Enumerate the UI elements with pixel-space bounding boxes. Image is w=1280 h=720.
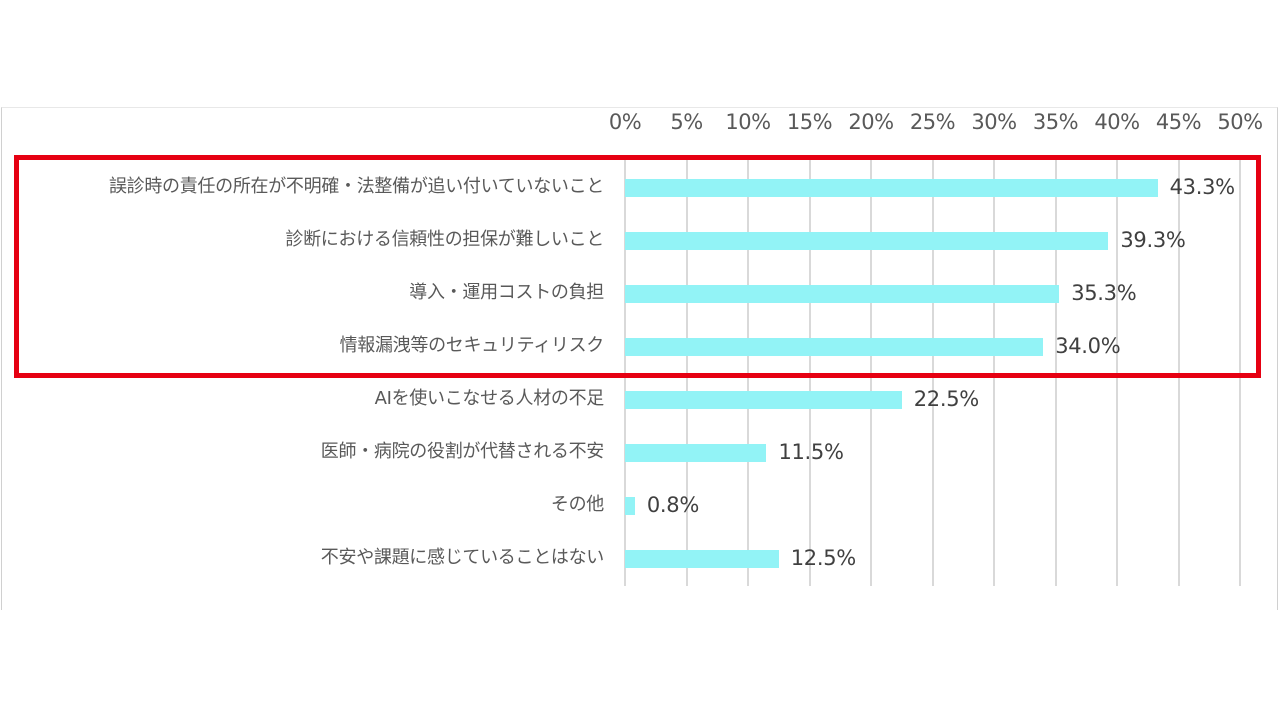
gridline (808, 158, 811, 586)
category-label: 不安や課題に感じていることはない (320, 547, 605, 568)
gridline (1177, 158, 1180, 586)
gridline (685, 158, 688, 586)
x-axis-tick: 45% (1155, 110, 1202, 134)
bar (625, 179, 1158, 197)
gridline (870, 158, 872, 586)
bar-value-label: 39.3% (1120, 228, 1186, 252)
bar-value-label: 12.5% (790, 546, 857, 570)
bar-value-label: 22.5% (913, 387, 980, 411)
category-label: AIを使いこなせる人材の不足 (374, 388, 605, 409)
bar-value-label: 35.3% (1071, 281, 1137, 305)
category-label: 医師・病院の役割が代替される不安 (320, 441, 605, 462)
category-label: 誤診時の責任の所在が不明確・法整備が追い付いていないこと (108, 176, 604, 197)
gridline (1054, 158, 1057, 586)
bar (625, 497, 635, 515)
bar (625, 232, 1109, 250)
gridline (747, 158, 749, 586)
highlight-box (14, 155, 1261, 378)
x-axis-tick: 20% (848, 110, 894, 134)
bar-value-label: 43.3% (1169, 175, 1236, 199)
x-axis-tick: 30% (971, 110, 1017, 134)
bar (625, 338, 1044, 356)
bar (625, 391, 902, 409)
gridline (993, 158, 995, 586)
x-axis-tick: 40% (1094, 110, 1140, 134)
x-axis-tick: 25% (909, 110, 956, 134)
x-axis-tick: 5% (670, 110, 703, 134)
bar-value-label: 0.8% (646, 493, 699, 517)
x-axis-tick: 15% (786, 110, 833, 134)
category-label: 診断における信頼性の担保が難しいこと (285, 229, 604, 250)
x-axis-tick: 10% (725, 110, 771, 134)
gridline (1239, 158, 1241, 586)
x-axis-tick: 0% (608, 110, 642, 134)
chart-frame (1, 107, 1278, 610)
gridline (1116, 158, 1118, 586)
category-label: 導入・運用コストの負担 (409, 282, 604, 303)
category-label: その他 (550, 494, 604, 515)
x-axis-tick: 50% (1217, 110, 1263, 134)
gridline (624, 158, 626, 586)
bar-value-label: 11.5% (778, 440, 844, 464)
category-label: 情報漏洩等のセキュリティリスク (339, 335, 605, 356)
bar (625, 444, 767, 462)
bar (625, 285, 1060, 303)
bar-value-label: 34.0% (1055, 334, 1121, 358)
bar (625, 550, 779, 568)
gridline (931, 158, 934, 586)
x-axis-tick: 35% (1032, 110, 1079, 134)
